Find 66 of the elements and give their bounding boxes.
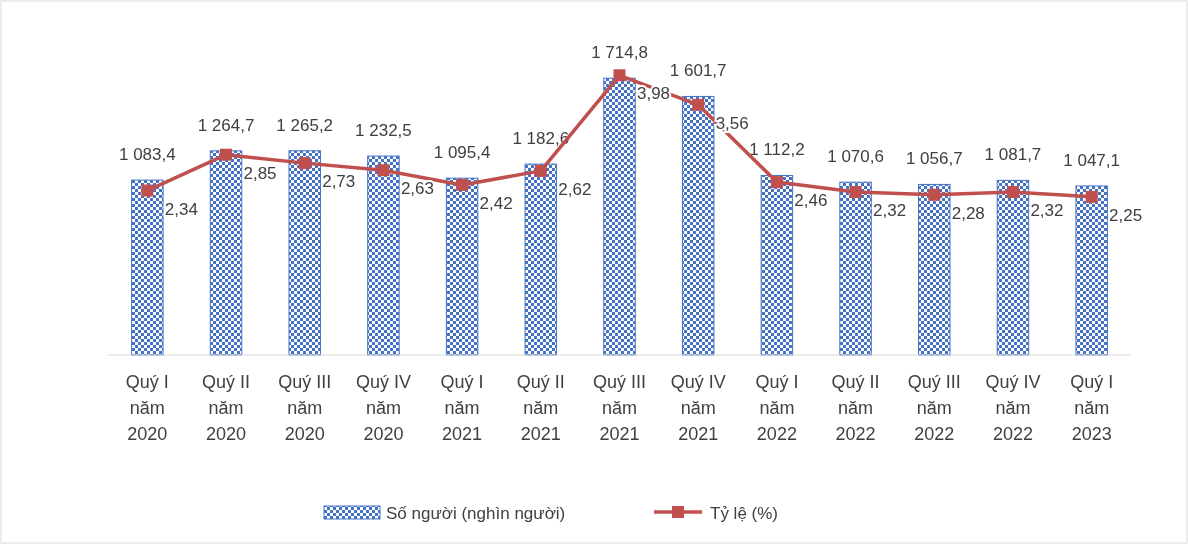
- bar: [445, 177, 479, 356]
- legend-label: Số người (nghìn người): [386, 504, 566, 523]
- point: [770, 176, 783, 189]
- point: [377, 164, 390, 177]
- data-label: 2,73: [322, 172, 356, 192]
- data-label: 1 081,7: [984, 145, 1042, 165]
- legend-label: Tỷ lệ (%): [710, 504, 778, 523]
- point: [220, 148, 233, 161]
- x-tick-label: Quý IV năm 2022: [985, 372, 1041, 444]
- data-label: 2,32: [873, 200, 907, 220]
- bar: [681, 95, 715, 356]
- data-label: 2,62: [558, 179, 592, 199]
- point: [1006, 185, 1019, 198]
- data-label: 1 601,7: [669, 61, 727, 81]
- point: [534, 164, 547, 177]
- data-label: 2,46: [794, 191, 828, 211]
- point: [141, 184, 154, 197]
- data-label: 2,25: [1109, 205, 1143, 225]
- point: [1085, 190, 1098, 203]
- data-label: 1 095,4: [433, 143, 491, 163]
- point: [613, 69, 626, 82]
- x-tick-label: Quý III năm 2021: [592, 372, 647, 444]
- data-label: 1 083,4: [118, 145, 176, 165]
- data-label: 2,85: [243, 163, 277, 183]
- bar: [839, 181, 872, 356]
- x-tick-label: Quý IV năm 2020: [355, 372, 411, 444]
- point: [849, 185, 862, 198]
- bar: [131, 179, 164, 356]
- data-label: 3,56: [715, 113, 749, 133]
- bar: [209, 150, 243, 356]
- x-tick-label: Quý I năm 2021: [440, 372, 484, 444]
- x-tick-label: Quý II năm 2020: [202, 372, 251, 444]
- bar: [288, 150, 321, 356]
- point: [298, 157, 311, 170]
- data-label: 2,32: [1030, 200, 1064, 220]
- x-tick-label: Quý III năm 2022: [907, 372, 961, 444]
- point: [456, 178, 469, 191]
- bar: [918, 183, 951, 356]
- bar: [760, 174, 794, 356]
- x-tick-label: Quý I năm 2022: [755, 372, 799, 444]
- data-label: 1 070,6: [827, 147, 884, 167]
- point: [692, 98, 705, 111]
- bar: [1075, 185, 1108, 356]
- data-label: 2,42: [479, 193, 513, 213]
- data-label: 1 112,2: [749, 140, 805, 160]
- x-tick-label: Quý II năm 2022: [831, 372, 880, 444]
- data-label: 1 264,7: [197, 115, 255, 135]
- data-label: 2,28: [951, 203, 985, 223]
- point: [928, 188, 941, 201]
- x-tick-label: Quý I năm 2020: [125, 372, 169, 444]
- data-label: 1 047,1: [1063, 150, 1121, 170]
- data-label: 1 232,5: [355, 121, 412, 141]
- bar: [367, 155, 400, 356]
- bar: [603, 77, 636, 356]
- data-label: 2,63: [400, 179, 434, 199]
- data-label: 1 714,8: [591, 43, 648, 63]
- data-label: 3,98: [636, 84, 671, 104]
- bar: [996, 179, 1030, 356]
- data-label: 1 056,7: [905, 149, 963, 169]
- data-label: 2,34: [164, 199, 198, 219]
- data-label: 1 265,2: [276, 115, 334, 135]
- x-tick-label: Quý III năm 2020: [278, 372, 332, 444]
- x-tick-label: Quý II năm 2021: [516, 372, 565, 444]
- x-tick-label: Quý IV năm 2021: [670, 372, 726, 444]
- x-tick-label: Quý I năm 2023: [1070, 372, 1114, 444]
- bar: [524, 163, 558, 356]
